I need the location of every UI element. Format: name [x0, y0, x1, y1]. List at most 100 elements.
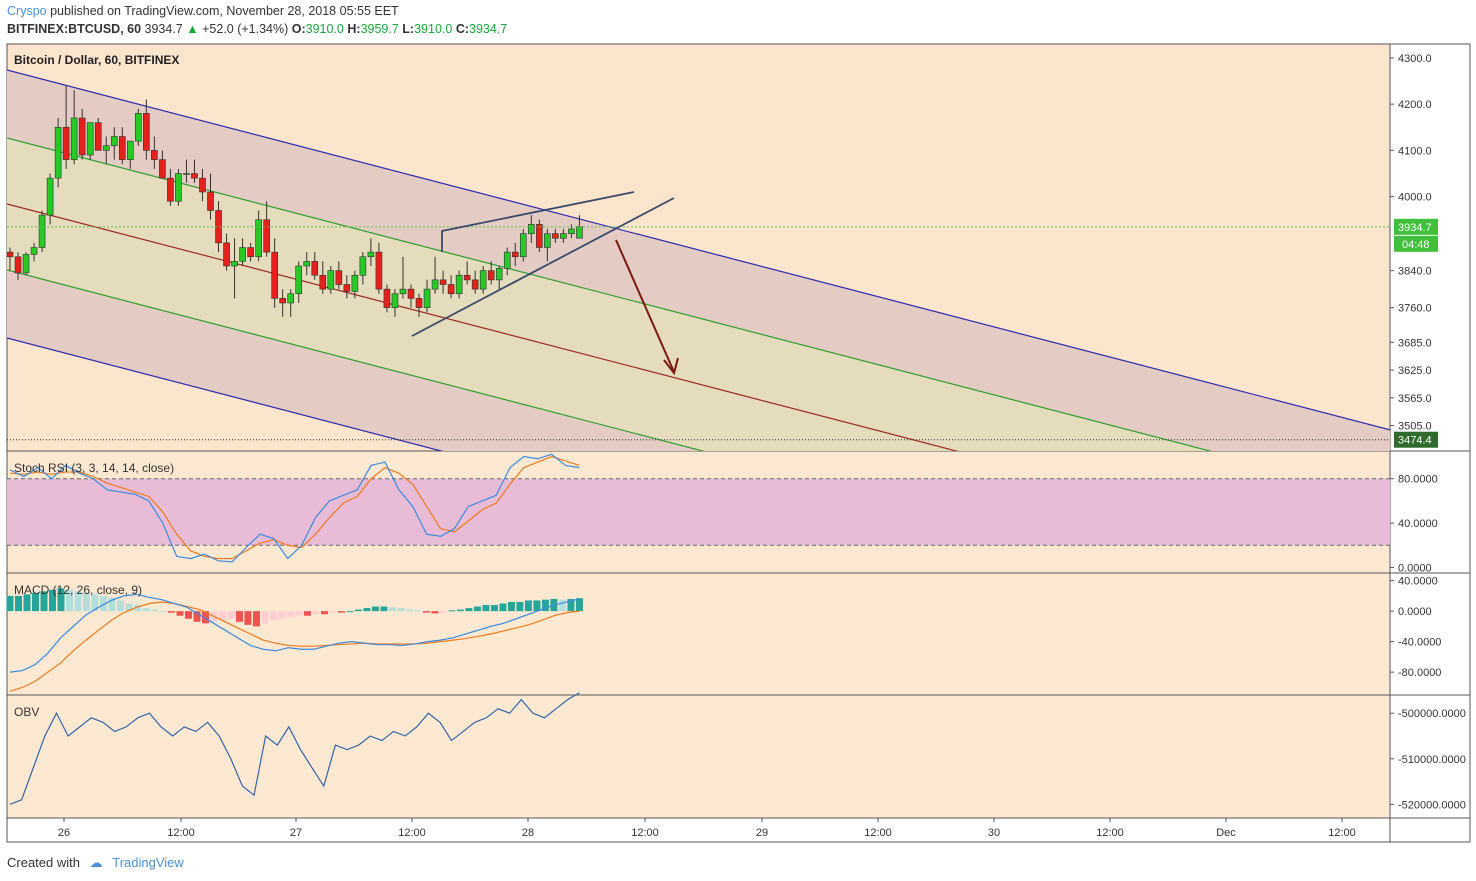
- down-candle: [407, 288, 415, 299]
- down-candle: [487, 270, 495, 281]
- obv-title: OBV: [14, 705, 39, 719]
- macd-histogram-bar: [99, 595, 107, 612]
- footer: Created with ☁ TradingView: [7, 855, 184, 871]
- macd-histogram-bar: [533, 600, 541, 612]
- obv-tick-label: -510000.0000: [1398, 754, 1466, 766]
- published-text: published on TradingView.com, November 2…: [50, 4, 399, 18]
- down-candle: [14, 256, 22, 274]
- macd-signal-line: [9, 601, 580, 692]
- macd-histogram-bar: [346, 611, 354, 613]
- stoch-k-line: [9, 453, 580, 563]
- macd-histogram-bar: [456, 609, 464, 612]
- macd-histogram-bar: [74, 591, 82, 612]
- up-candle: [560, 233, 567, 239]
- up-candle: [70, 117, 78, 160]
- low-value: 3910.0: [414, 22, 453, 36]
- up-candle: [231, 261, 238, 267]
- macd-histogram-bar: [303, 611, 311, 616]
- macd-histogram-bar: [388, 607, 396, 612]
- macd-histogram-bar: [482, 605, 490, 612]
- up-candle: [127, 140, 134, 160]
- down-candle: [223, 242, 230, 267]
- tradingview-brand-link[interactable]: TradingView: [112, 855, 184, 870]
- price-tick-label: 4300.0: [1398, 53, 1432, 65]
- macd-histogram-bar: [201, 611, 209, 624]
- stoch-title: Stoch RSI (3, 3, 14, 14, close): [14, 461, 174, 475]
- macd-histogram-bar: [14, 595, 22, 612]
- price-tick-label: 3685.0: [1398, 337, 1432, 349]
- channel-upper-band: [7, 70, 1390, 451]
- down-candle: [78, 117, 86, 156]
- price-tick-label: 3625.0: [1398, 365, 1432, 377]
- down-candle: [199, 177, 206, 193]
- down-candle: [375, 251, 383, 290]
- down-candle: [143, 113, 150, 151]
- down-candle: [383, 288, 391, 308]
- last-price-tag: [1394, 218, 1438, 235]
- macd-histogram-bar: [286, 611, 294, 618]
- time-tick-label: 30: [988, 827, 1000, 839]
- price-tick-label: 3760.0: [1398, 303, 1432, 315]
- obv-tick-label: -520000.0000: [1398, 799, 1466, 811]
- macd-title: MACD (12, 26, close, 9): [14, 583, 142, 597]
- up-candle: [423, 288, 431, 308]
- down-candle: [439, 279, 447, 285]
- down-candle: [447, 284, 455, 295]
- up-candle: [255, 219, 262, 258]
- high-label: H:: [347, 22, 361, 36]
- time-tick-label: 12:00: [864, 827, 892, 839]
- time-tick-label: 12:00: [167, 827, 195, 839]
- time-tick-label: 12:00: [631, 827, 659, 839]
- last-price-value: 3934.7: [144, 22, 183, 36]
- price-tick-label: 3565.0: [1398, 393, 1432, 405]
- price-tick-label: 4000.0: [1398, 192, 1432, 204]
- macd-histogram-bar: [108, 597, 116, 612]
- macd-histogram-bar: [133, 605, 141, 612]
- up-candle: [22, 254, 30, 274]
- price-tick-label: 3840.0: [1398, 266, 1432, 278]
- chart-area[interactable]: 4300.0 4200.0 4100.0 4000.0 3840.0 3760.0 3685…: [0, 0, 1476, 850]
- macd-tick-label: -80.0000: [1398, 667, 1441, 679]
- price-tick-label: 4200.0: [1398, 99, 1432, 111]
- channel-inner-bottom-line: [7, 269, 705, 451]
- macd-histogram-bar: [448, 610, 456, 612]
- macd-histogram-bar: [31, 592, 39, 612]
- macd-histogram-bar: [150, 609, 158, 612]
- up-candle: [399, 288, 407, 295]
- down-candle: [471, 279, 479, 290]
- down-candle: [94, 122, 102, 151]
- down-candle: [159, 159, 166, 179]
- change-value: +52.0 (+1.34%): [202, 22, 289, 36]
- last-price-tag-label: 3934.7: [1398, 222, 1432, 234]
- up-candle: [30, 247, 38, 255]
- down-candle: [279, 298, 286, 304]
- macd-histogram-bar: [354, 609, 362, 612]
- stoch-tick-label: 0.0000: [1398, 562, 1432, 574]
- down-candle: [343, 284, 351, 292]
- down-candle: [167, 177, 174, 202]
- tradingview-logo-icon: ☁: [89, 855, 103, 870]
- wedge-upper-line: [441, 191, 635, 252]
- up-arrow-icon: ▲: [186, 22, 199, 36]
- up-candle: [527, 224, 535, 234]
- forecast-arrow: [615, 239, 675, 373]
- ohlc-header: BITFINEX:BTCUSD, 60 3934.7 ▲ +52.0 (+1.3…: [7, 22, 507, 36]
- time-tick-label: 27: [290, 827, 302, 839]
- up-candle: [503, 251, 511, 269]
- macd-histogram-bar: [524, 600, 532, 612]
- up-candle: [479, 270, 487, 290]
- author-link[interactable]: Cryspo: [7, 4, 47, 18]
- macd-histogram-bar: [320, 611, 328, 615]
- obv-tick-label: -500000.0000: [1398, 708, 1466, 720]
- macd-histogram-bar: [261, 611, 269, 624]
- up-candle: [359, 256, 367, 276]
- macd-histogram-bar: [567, 598, 575, 612]
- macd-tick-label: 0.0000: [1398, 606, 1432, 618]
- macd-histogram-bar: [167, 611, 175, 613]
- main-pane: [7, 69, 1390, 451]
- macd-histogram-bar: [465, 608, 473, 612]
- main-chart-title: Bitcoin / Dollar, 60, BITFINEX: [14, 53, 179, 67]
- time-tick-label: 12:00: [1328, 827, 1356, 839]
- up-candle: [102, 145, 110, 151]
- up-candle: [110, 136, 118, 147]
